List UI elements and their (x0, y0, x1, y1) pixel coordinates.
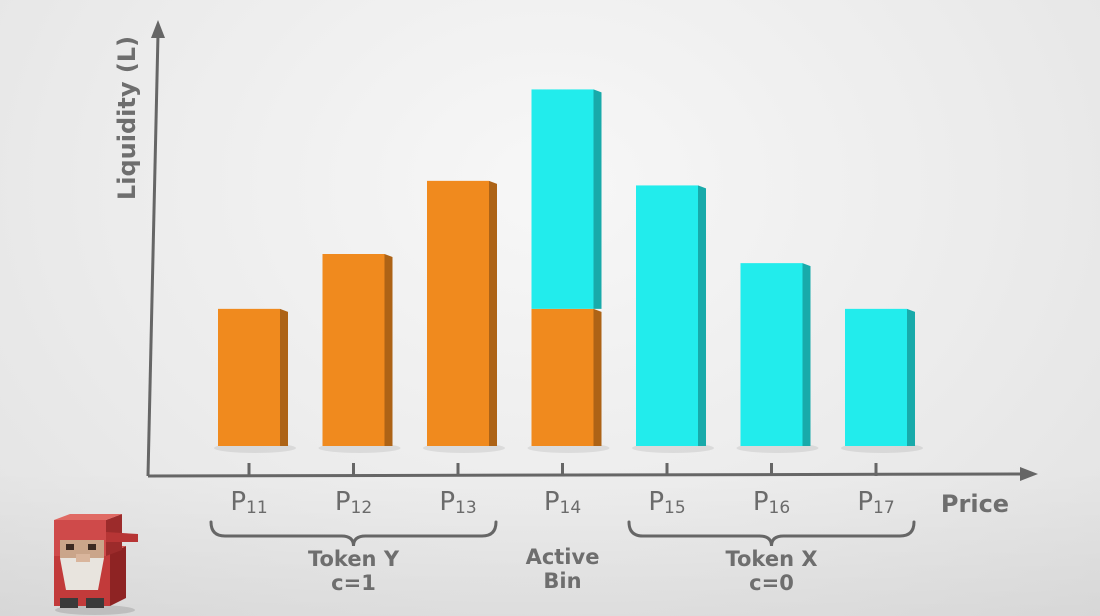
bar-token_x-p16 (740, 263, 803, 446)
x-tick-label: P12 (335, 487, 372, 518)
x-axis (147, 472, 1023, 478)
x-axis-arrow (1020, 467, 1038, 481)
bar-token_x-p15 (636, 185, 698, 446)
bar-side (384, 254, 393, 446)
bar-side (802, 263, 811, 446)
x-tick-label: P17 (857, 487, 894, 518)
bar-side (593, 308, 602, 446)
x-axis-title: Price (941, 490, 1009, 518)
group-brace (209, 520, 498, 547)
x-tick-labels: P11 P12 P13 P14 P15 P16 P17 (230, 487, 894, 518)
x-tick-label: P15 (648, 487, 685, 518)
group-label-line1: Token Y (308, 547, 400, 571)
bar-side (280, 308, 288, 446)
bar-token_x-p17 (845, 308, 907, 446)
y-axis (146, 33, 160, 477)
bar-side (907, 308, 915, 446)
floor-shade (0, 470, 1100, 616)
bar-token_x-p14 (531, 89, 594, 309)
bar-token_y-p11 (218, 308, 280, 446)
bar-token_y-p13 (427, 180, 489, 446)
group-label-line2: c=0 (749, 571, 794, 595)
x-tick-label: P16 (753, 487, 790, 518)
bar-side (489, 180, 497, 446)
bar-token_y-p12 (322, 254, 385, 446)
x-tick-label: P11 (230, 487, 267, 518)
y-axis-title: Liquidity (L) (113, 36, 141, 200)
bar-side (698, 185, 706, 446)
group-label-line2: Bin (543, 569, 581, 593)
x-ticks (247, 463, 878, 476)
group-label-line1: Active (526, 545, 600, 569)
bars (218, 89, 915, 446)
bar-side (593, 89, 602, 309)
bar-token_y-p14 (531, 308, 594, 446)
group-brace (627, 520, 916, 547)
y-axis-arrow (151, 20, 165, 38)
x-tick-label: P13 (439, 487, 476, 518)
group-label-line2: c=1 (331, 571, 376, 595)
red-capped-bearded-character-icon (54, 514, 138, 615)
group-label-line1: Token X (725, 547, 817, 571)
x-tick-label: P14 (544, 487, 581, 518)
